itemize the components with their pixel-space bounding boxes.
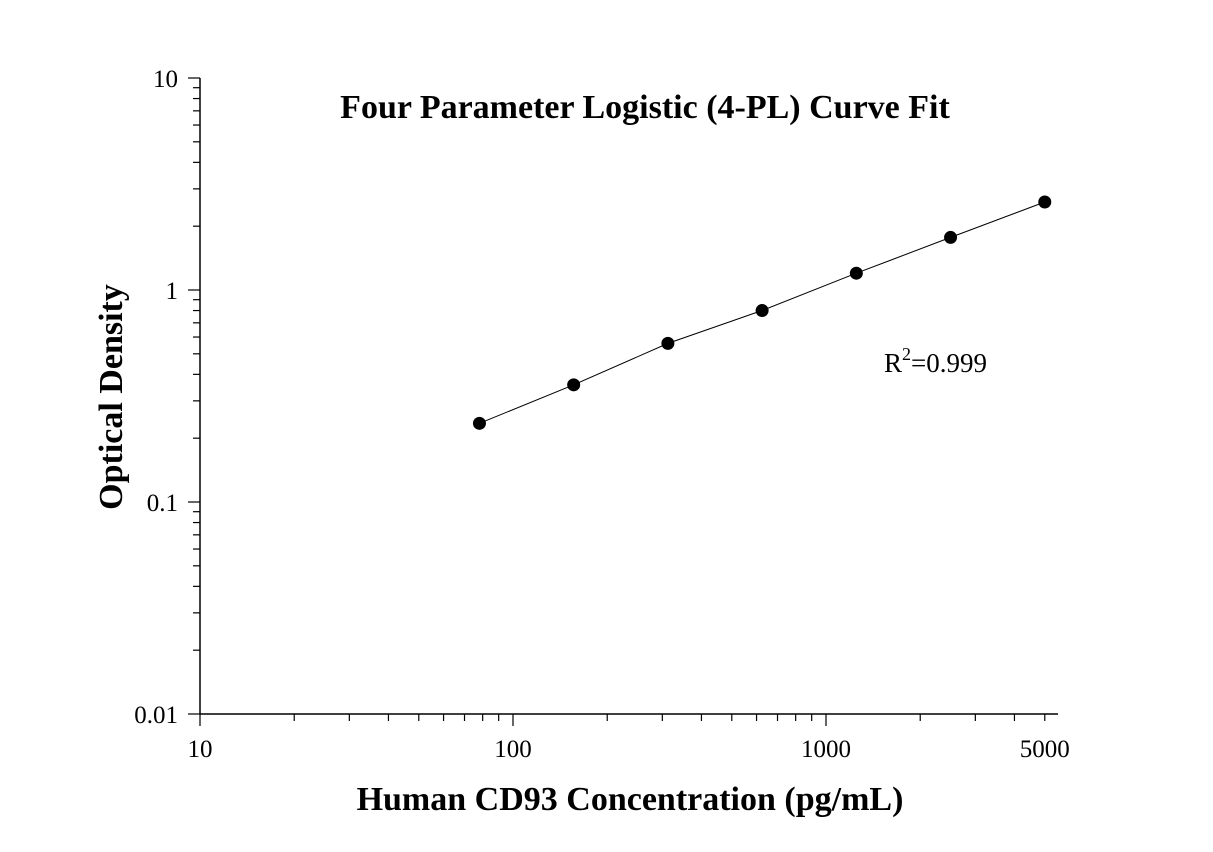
axes <box>199 78 1058 715</box>
x-axis-title: Human CD93 Concentration (pg/mL) <box>357 781 904 818</box>
y-axis-title: Optical Density <box>93 284 130 510</box>
y-tick-label: 1 <box>166 278 179 305</box>
data-point <box>472 416 486 430</box>
r-squared-superscript: 2 <box>902 344 911 364</box>
y-tick-label: 10 <box>153 66 178 93</box>
data-point <box>849 266 863 280</box>
data-point <box>755 304 769 318</box>
y-tick-label: 0.1 <box>147 490 178 517</box>
x-tick-label: 1000 <box>801 736 851 763</box>
data-point <box>1038 195 1052 209</box>
data-point <box>944 230 958 244</box>
data-series <box>472 195 1052 430</box>
y-tick-label: 0.01 <box>134 702 178 729</box>
r-squared-value: =0.999 <box>911 348 987 378</box>
chart-title: Four Parameter Logistic (4-PL) Curve Fit <box>340 89 950 126</box>
x-tick-label: 5000 <box>1020 736 1070 763</box>
ticks: 0.01 0.1 1 10 10 100 1000 5000 <box>134 66 1070 763</box>
data-point <box>567 378 581 392</box>
r-squared-annotation: R2=0.999 <box>884 344 987 378</box>
x-tick-label: 10 <box>188 736 213 763</box>
x-tick-label: 100 <box>494 736 532 763</box>
data-point <box>661 336 675 350</box>
r-squared-base: R <box>884 348 902 378</box>
